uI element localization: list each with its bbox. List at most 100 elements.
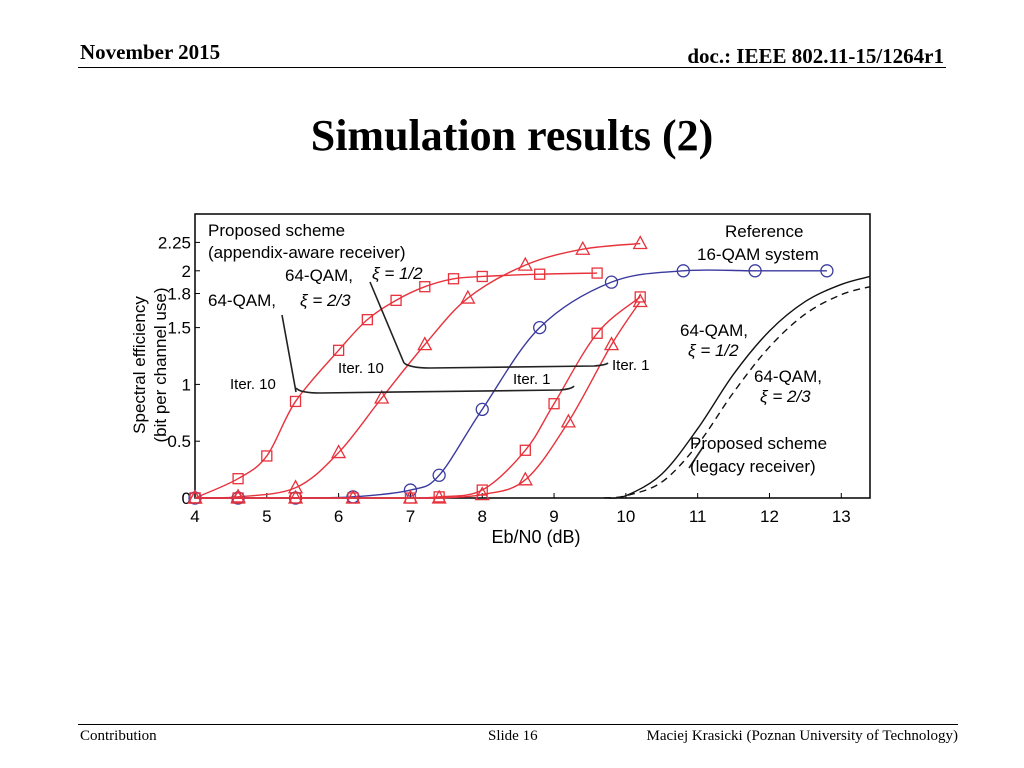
y-tick-label: 1.5 [167, 319, 191, 338]
data-point-2-9 [575, 240, 591, 255]
header-doc-id: doc.: IEEE 802.11-15/1264r1 [687, 44, 944, 68]
annotation-xi-12-right: ξ = 1/2 [688, 341, 739, 360]
footer-rule [78, 724, 958, 725]
data-point-5-10 [603, 336, 620, 351]
data-point-3-7 [475, 402, 489, 417]
annotation-xi-23-left: ξ = 2/3 [300, 291, 351, 310]
x-tick-label: 6 [334, 507, 343, 526]
data-point-2-6 [417, 336, 433, 351]
annotation-iter1-mid: Iter. 1 [513, 371, 551, 388]
data-point-5-8 [517, 471, 533, 486]
annotation-xi-12-left: ξ = 1/2 [372, 264, 423, 283]
x-tick-label: 7 [406, 507, 415, 526]
data-point-1-2 [232, 473, 244, 485]
x-tick-label: 12 [760, 507, 779, 526]
data-point-1-3 [261, 450, 273, 462]
annotation-64qam-12-left: 64-QAM, [285, 266, 353, 285]
data-point-3-6 [432, 468, 446, 482]
pointer-legacy [688, 446, 704, 469]
annotation-xi-23-right: ξ = 2/3 [760, 387, 811, 406]
data-point-5-4 [345, 489, 361, 504]
annotation-64qam-23-left: 64-QAM, [208, 291, 276, 310]
plot-frame [194, 213, 871, 499]
data-point-5-2 [230, 489, 246, 504]
footer-slide-number: Slide 16 [488, 728, 538, 744]
y-axis-label-line1: Spectral efficiency [130, 296, 149, 434]
data-point-5-3 [287, 489, 304, 504]
pointer-64qam-23-left [281, 314, 297, 393]
data-point-4-9 [548, 398, 560, 410]
x-tick-label: 4 [190, 507, 199, 526]
data-point-1-4 [289, 395, 302, 408]
bracket-iter10-to-iter1-12 [403, 362, 609, 369]
data-point-1-8 [419, 281, 431, 293]
data-point-3-11 [748, 264, 762, 278]
data-point-1-9 [447, 273, 460, 285]
bracket-iter10-to-iter1-23 [295, 385, 575, 394]
footer-contribution: Contribution [80, 728, 157, 744]
annotation-iter10-left: Iter. 10 [230, 376, 276, 393]
data-point-5-9 [560, 413, 576, 428]
y-tick-label: 0 [182, 489, 191, 508]
data-point-3-9 [604, 275, 619, 289]
header-rule [78, 67, 946, 68]
data-point-1-7 [390, 294, 402, 306]
data-point-1-12 [591, 267, 603, 279]
y-tick-label: 1.8 [167, 285, 191, 304]
data-point-2-5 [374, 389, 390, 404]
header-date: November 2015 [80, 40, 221, 64]
data-point-5-7 [474, 486, 490, 501]
annotation-64qam-23-right: 64-QAM, [754, 367, 822, 386]
y-tick-label: 2 [182, 262, 191, 281]
data-point-1-5 [332, 344, 345, 356]
y-tick-label: 2.25 [158, 233, 191, 252]
annotation-reference-1: Reference [725, 222, 803, 241]
x-tick-label: 10 [616, 507, 635, 526]
x-tick-label: 5 [262, 507, 271, 526]
data-point-3-8 [533, 320, 547, 335]
data-point-5-5 [402, 489, 419, 504]
annotation-proposed-aware-1: Proposed scheme [208, 221, 345, 240]
annotation-proposed-aware-2: (appendix-aware receiver) [208, 243, 405, 262]
annotation-proposed-legacy-1: Proposed scheme [690, 434, 827, 453]
data-point-2-7 [460, 289, 476, 304]
data-point-5-1 [187, 489, 203, 504]
annotation-iter1-right: Iter. 1 [612, 357, 650, 374]
series-line-6 [604, 275, 871, 499]
data-point-3-12 [820, 264, 834, 278]
annotation-pointers [281, 281, 704, 469]
x-tick-label: 8 [477, 507, 486, 526]
x-tick-label: 9 [549, 507, 558, 526]
x-axis-label: Eb/N0 (dB) [491, 527, 580, 547]
data-point-2-8 [517, 256, 533, 271]
annotation-reference-2: 16-QAM system [697, 245, 819, 264]
x-tick-label: 13 [832, 507, 851, 526]
annotation-64qam-12-right: 64-QAM, [680, 321, 748, 340]
data-point-4-8 [519, 444, 531, 456]
data-point-1-6 [361, 313, 373, 326]
series-line-2 [194, 242, 641, 499]
series-line-4 [195, 296, 641, 499]
data-point-5-11 [632, 293, 648, 308]
slide-title: Simulation results (2) [310, 111, 714, 160]
data-point-5-6 [431, 489, 447, 504]
x-tick-label: 11 [689, 507, 707, 526]
data-point-1-10 [476, 270, 488, 283]
series-line-5 [195, 301, 641, 499]
series-line-1 [194, 272, 598, 499]
data-point-1-11 [534, 268, 546, 280]
annotation-iter10-mid: Iter. 10 [338, 360, 384, 377]
annotation-proposed-legacy-2: (legacy receiver) [690, 457, 816, 476]
data-point-2-10 [632, 235, 648, 250]
data-point-2-4 [331, 444, 347, 459]
series-line-7 [604, 286, 871, 499]
data-point-3-5 [403, 483, 418, 497]
pointer-64qam-12-left [369, 281, 405, 364]
y-tick-label: 0.5 [167, 432, 191, 451]
y-tick-label: 1 [182, 375, 191, 394]
footer-author: Maciej Krasicki (Poznan University of Te… [646, 728, 958, 744]
y-axis-label-line2: (bit per channel use) [151, 288, 170, 443]
data-point-3-10 [676, 264, 690, 278]
data-point-4-10 [591, 327, 603, 339]
